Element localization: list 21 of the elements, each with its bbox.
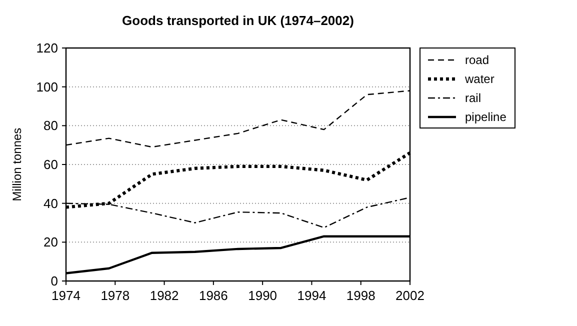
x-tick-label: 2002 xyxy=(396,288,424,303)
x-tick-label: 1986 xyxy=(198,288,228,303)
x-tick-label: 1974 xyxy=(52,288,80,303)
y-tick-label: 60 xyxy=(44,157,58,172)
y-tick-label: 100 xyxy=(36,79,58,94)
y-tick-label: 20 xyxy=(44,234,58,250)
y-tick-label: 80 xyxy=(44,118,58,134)
x-tick-label: 1978 xyxy=(100,288,130,303)
x-tick-label: 1982 xyxy=(150,288,179,303)
x-tick-label: 1998 xyxy=(346,288,376,303)
legend-label: rail xyxy=(465,91,482,106)
legend-label: road xyxy=(465,53,490,68)
y-axis-title: Million tonnes xyxy=(10,128,24,202)
legend-label: water xyxy=(464,72,494,86)
chart-title: Goods transported in UK (1974–2002) xyxy=(122,13,354,28)
y-tick-label: 0 xyxy=(50,274,58,289)
legend-label: pipeline xyxy=(465,110,507,124)
x-tick-label: 1990 xyxy=(248,288,278,303)
x-tick-label: 1994 xyxy=(297,288,326,303)
y-tick-label: 120 xyxy=(36,40,58,56)
y-tick-label: 40 xyxy=(44,196,58,211)
